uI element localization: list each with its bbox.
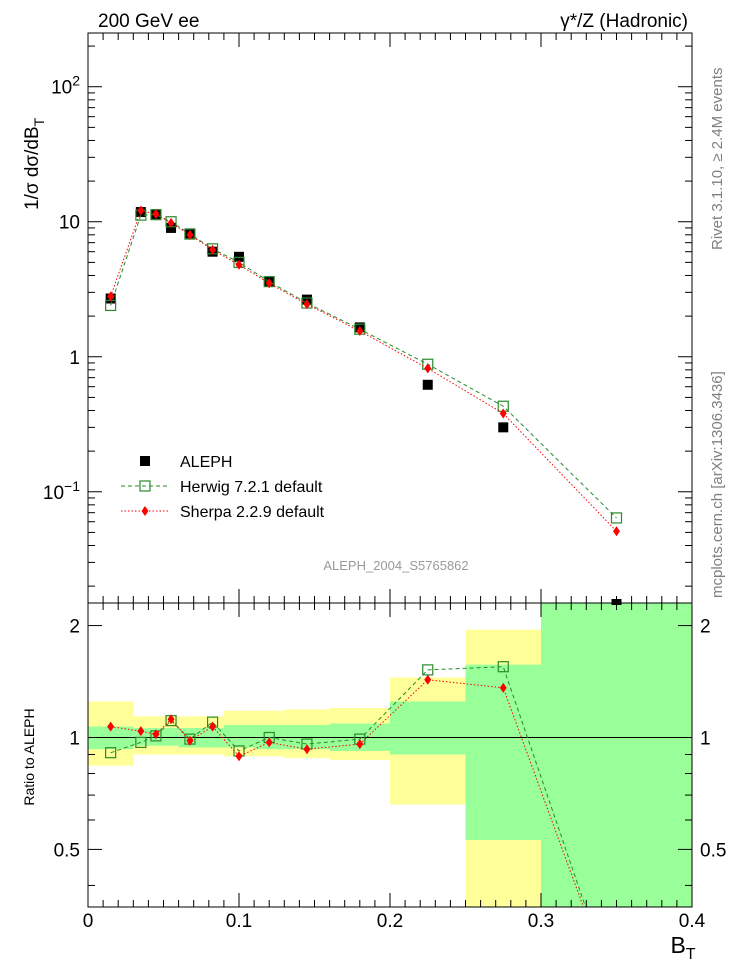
ratio-ytick-label-right: 2 xyxy=(700,617,711,638)
legend-marker-aleph xyxy=(140,456,150,466)
aleph-point-11 xyxy=(498,422,509,433)
main-ytick-label: 10−1 xyxy=(43,478,80,504)
sherpa-ratio-point-3 xyxy=(167,714,175,725)
sherpa-ratio-point-7 xyxy=(265,737,273,748)
herwig-ratio-point-0 xyxy=(105,747,117,759)
ratio-uncertainty-bands xyxy=(88,603,692,907)
ratio-xtick-label: 0.1 xyxy=(226,911,252,932)
herwig-ratio-point-11 xyxy=(497,661,509,673)
inner-band-10 xyxy=(390,701,466,755)
inner-band-3 xyxy=(163,728,179,746)
main-panel: 10−1 1 10 102 ALEPH_2004_S5765862 1/σ dσ/dB… xyxy=(22,32,693,604)
sherpa-point-7 xyxy=(265,278,273,289)
ratio-ytick-label-right: 0.5 xyxy=(700,840,726,861)
aleph-point-10 xyxy=(422,379,433,390)
legend-marker-sherpa xyxy=(141,506,149,516)
sherpa-point-1 xyxy=(137,205,145,216)
herwig-line xyxy=(110,214,617,519)
ratio-xtick-label: 0.3 xyxy=(528,911,554,932)
main-ytick-label: 102 xyxy=(51,73,80,99)
analysis-watermark: ALEPH_2004_S5765862 xyxy=(323,558,468,573)
main-ytick-label: 10 xyxy=(59,213,80,234)
sherpa-ratio-point-11 xyxy=(499,682,507,693)
ratio-xtick-label: 0.2 xyxy=(377,911,403,932)
sherpa-point-6 xyxy=(235,259,243,270)
sherpa-point-0 xyxy=(107,291,115,302)
sherpa-ratio-point-6 xyxy=(235,751,243,762)
ratio-ytick-label: 1 xyxy=(69,728,80,749)
sherpa-point-8 xyxy=(303,299,311,310)
sherpa-ratio-point-10 xyxy=(424,674,432,685)
main-ytick-label: 1 xyxy=(69,348,80,369)
sherpa-ratio-point-5 xyxy=(209,721,217,732)
sherpa-ratio-point-1 xyxy=(137,726,145,737)
ratio-panel: 0 0.1 0.2 0.3 0.4 0.5 0.5 1 1 2 2 Ratio to ALEPH B… xyxy=(21,599,726,963)
ratio-axis-ticks: 0 0.1 0.2 0.3 0.4 0.5 0.5 1 1 2 2 xyxy=(54,603,726,932)
main-frame xyxy=(87,32,693,604)
legend: ALEPH Herwig 7.2.1 default Sherpa 2.2.9 de… xyxy=(121,454,325,521)
ratio-ytick-label: 2 xyxy=(69,617,80,638)
inner-band-11 xyxy=(465,664,541,841)
sherpa-ratio-point-4 xyxy=(186,735,194,746)
mcplots-label: mcplots.cern.ch [arXiv:1306.3436] xyxy=(709,371,726,598)
inner-band-12 xyxy=(541,603,692,907)
main-ylabel: 1/σ dσ/dBT xyxy=(22,117,47,210)
legend-label-sherpa: Sherpa 2.2.9 default xyxy=(180,504,325,521)
ratio-ytick-label-right: 1 xyxy=(700,728,711,749)
x-axis-label: BT xyxy=(670,932,695,963)
sherpa-ratio-point-8 xyxy=(303,744,311,755)
sherpa-point-4 xyxy=(186,229,194,240)
herwig-ratio-line xyxy=(110,666,587,908)
inner-band-6 xyxy=(223,725,255,748)
legend-label-aleph: ALEPH xyxy=(180,454,232,471)
legend-label-herwig: Herwig 7.2.1 default xyxy=(180,479,323,496)
ratio-plot-marks xyxy=(88,599,692,908)
ratio-xtick-label: 0 xyxy=(83,911,94,932)
sherpa-point-2 xyxy=(152,209,160,220)
left-title: 200 GeV ee xyxy=(98,11,199,32)
main-axis-ticks: 10−1 1 10 102 xyxy=(43,33,693,603)
sherpa-ratio-point-0 xyxy=(107,721,115,732)
sherpa-point-5 xyxy=(209,244,217,255)
legend-marker-herwig xyxy=(139,480,151,492)
ratio-xtick-label: 0.4 xyxy=(679,911,706,932)
herwig-ratio-point-1 xyxy=(135,736,147,749)
rivet-version-label: Rivet 3.1.10, ≥ 2.4M events xyxy=(709,68,726,251)
sherpa-point-3 xyxy=(167,217,175,228)
aleph-clipped-point xyxy=(611,599,622,605)
herwig-point-12 xyxy=(610,512,623,524)
sherpa-point-10 xyxy=(424,363,432,374)
sherpa-ratio-point-2 xyxy=(152,729,160,740)
main-plot-marks xyxy=(105,205,623,537)
ratio-ylabel: Ratio to ALEPH xyxy=(21,708,37,805)
sherpa-ratio-point-9 xyxy=(356,739,364,750)
sherpa-point-11 xyxy=(499,408,507,419)
sherpa-point-9 xyxy=(356,326,364,337)
right-title: γ*/Z (Hadronic) xyxy=(560,11,688,32)
ratio-ytick-label: 0.5 xyxy=(54,840,80,861)
sherpa-point-12 xyxy=(613,526,620,537)
